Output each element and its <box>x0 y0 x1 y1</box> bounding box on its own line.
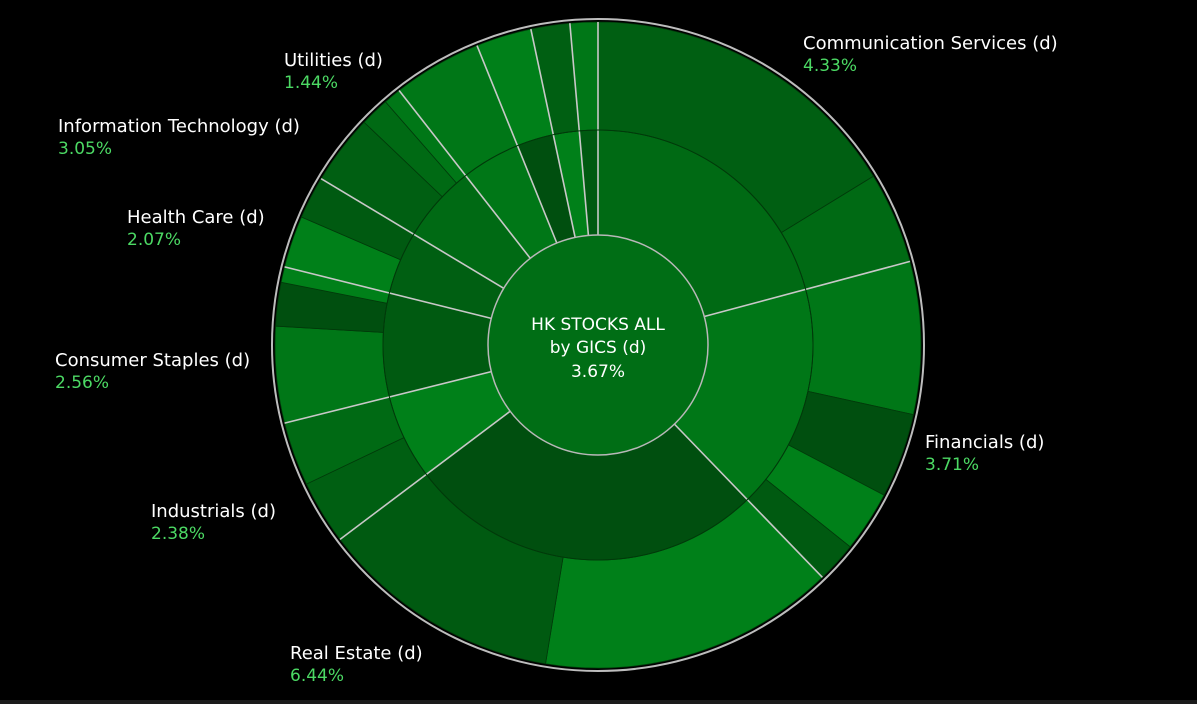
sector-separator <box>339 410 511 541</box>
sector-separator <box>704 260 911 318</box>
sector-name: Financials (d) <box>925 432 1045 453</box>
sector-change: 2.07% <box>127 230 182 250</box>
sector-name: Communication Services (d) <box>803 33 1058 54</box>
sector-name: Health Care (d) <box>127 207 265 228</box>
sector-separator <box>530 28 576 238</box>
sector-separator <box>320 177 505 290</box>
outer-rim <box>271 18 925 672</box>
sector-separator <box>673 423 823 578</box>
sector-label-consumer-staples[interactable]: Consumer Staples (d) 2.56% <box>55 350 250 394</box>
sector-name: Utilities (d) <box>284 50 383 71</box>
sector-separator <box>476 45 558 244</box>
sector-separator <box>569 23 590 236</box>
sector-label-financials[interactable]: Financials (d) 3.71% <box>925 432 1044 476</box>
sector-change: 1.44% <box>284 73 339 93</box>
ring-divider <box>382 129 814 561</box>
sector-name: Consumer Staples (d) <box>55 350 251 371</box>
sector-change: 3.05% <box>58 139 113 159</box>
sector-separator <box>284 370 492 424</box>
bottom-bar <box>0 700 1197 704</box>
chart-title: HK STOCKS ALL <box>531 315 665 335</box>
sector-name: Information Technology (d) <box>58 116 300 137</box>
sector-change: 6.44% <box>290 666 345 686</box>
sector-change: 3.71% <box>925 455 980 475</box>
sector-change: 2.56% <box>55 373 110 393</box>
chart-subtitle: by GICS (d) <box>550 338 647 358</box>
sector-change: 4.33% <box>803 56 858 76</box>
sector-label-real-estate[interactable]: Real Estate (d) 6.44% <box>290 643 423 687</box>
sector-name: Industrials (d) <box>151 501 276 522</box>
chart-center-value: 3.67% <box>571 362 625 382</box>
sector-label-communication-services[interactable]: Communication Services (d) 4.33% <box>803 33 1058 77</box>
sector-label-utilities[interactable]: Utilities (d) 1.44% <box>284 50 383 94</box>
center-disc[interactable] <box>487 234 709 456</box>
sector-change: 2.38% <box>151 524 206 544</box>
sector-label-health-care[interactable]: Health Care (d) 2.07% <box>127 207 265 251</box>
sector-separator <box>398 89 531 259</box>
sector-separator <box>284 266 492 320</box>
sector-label-industrials[interactable]: Industrials (d) 2.38% <box>151 501 276 545</box>
sector-name: Real Estate (d) <box>290 643 423 664</box>
sector-label-information-technology[interactable]: Information Technology (d) 3.05% <box>58 116 300 160</box>
separator-layer <box>271 18 925 672</box>
